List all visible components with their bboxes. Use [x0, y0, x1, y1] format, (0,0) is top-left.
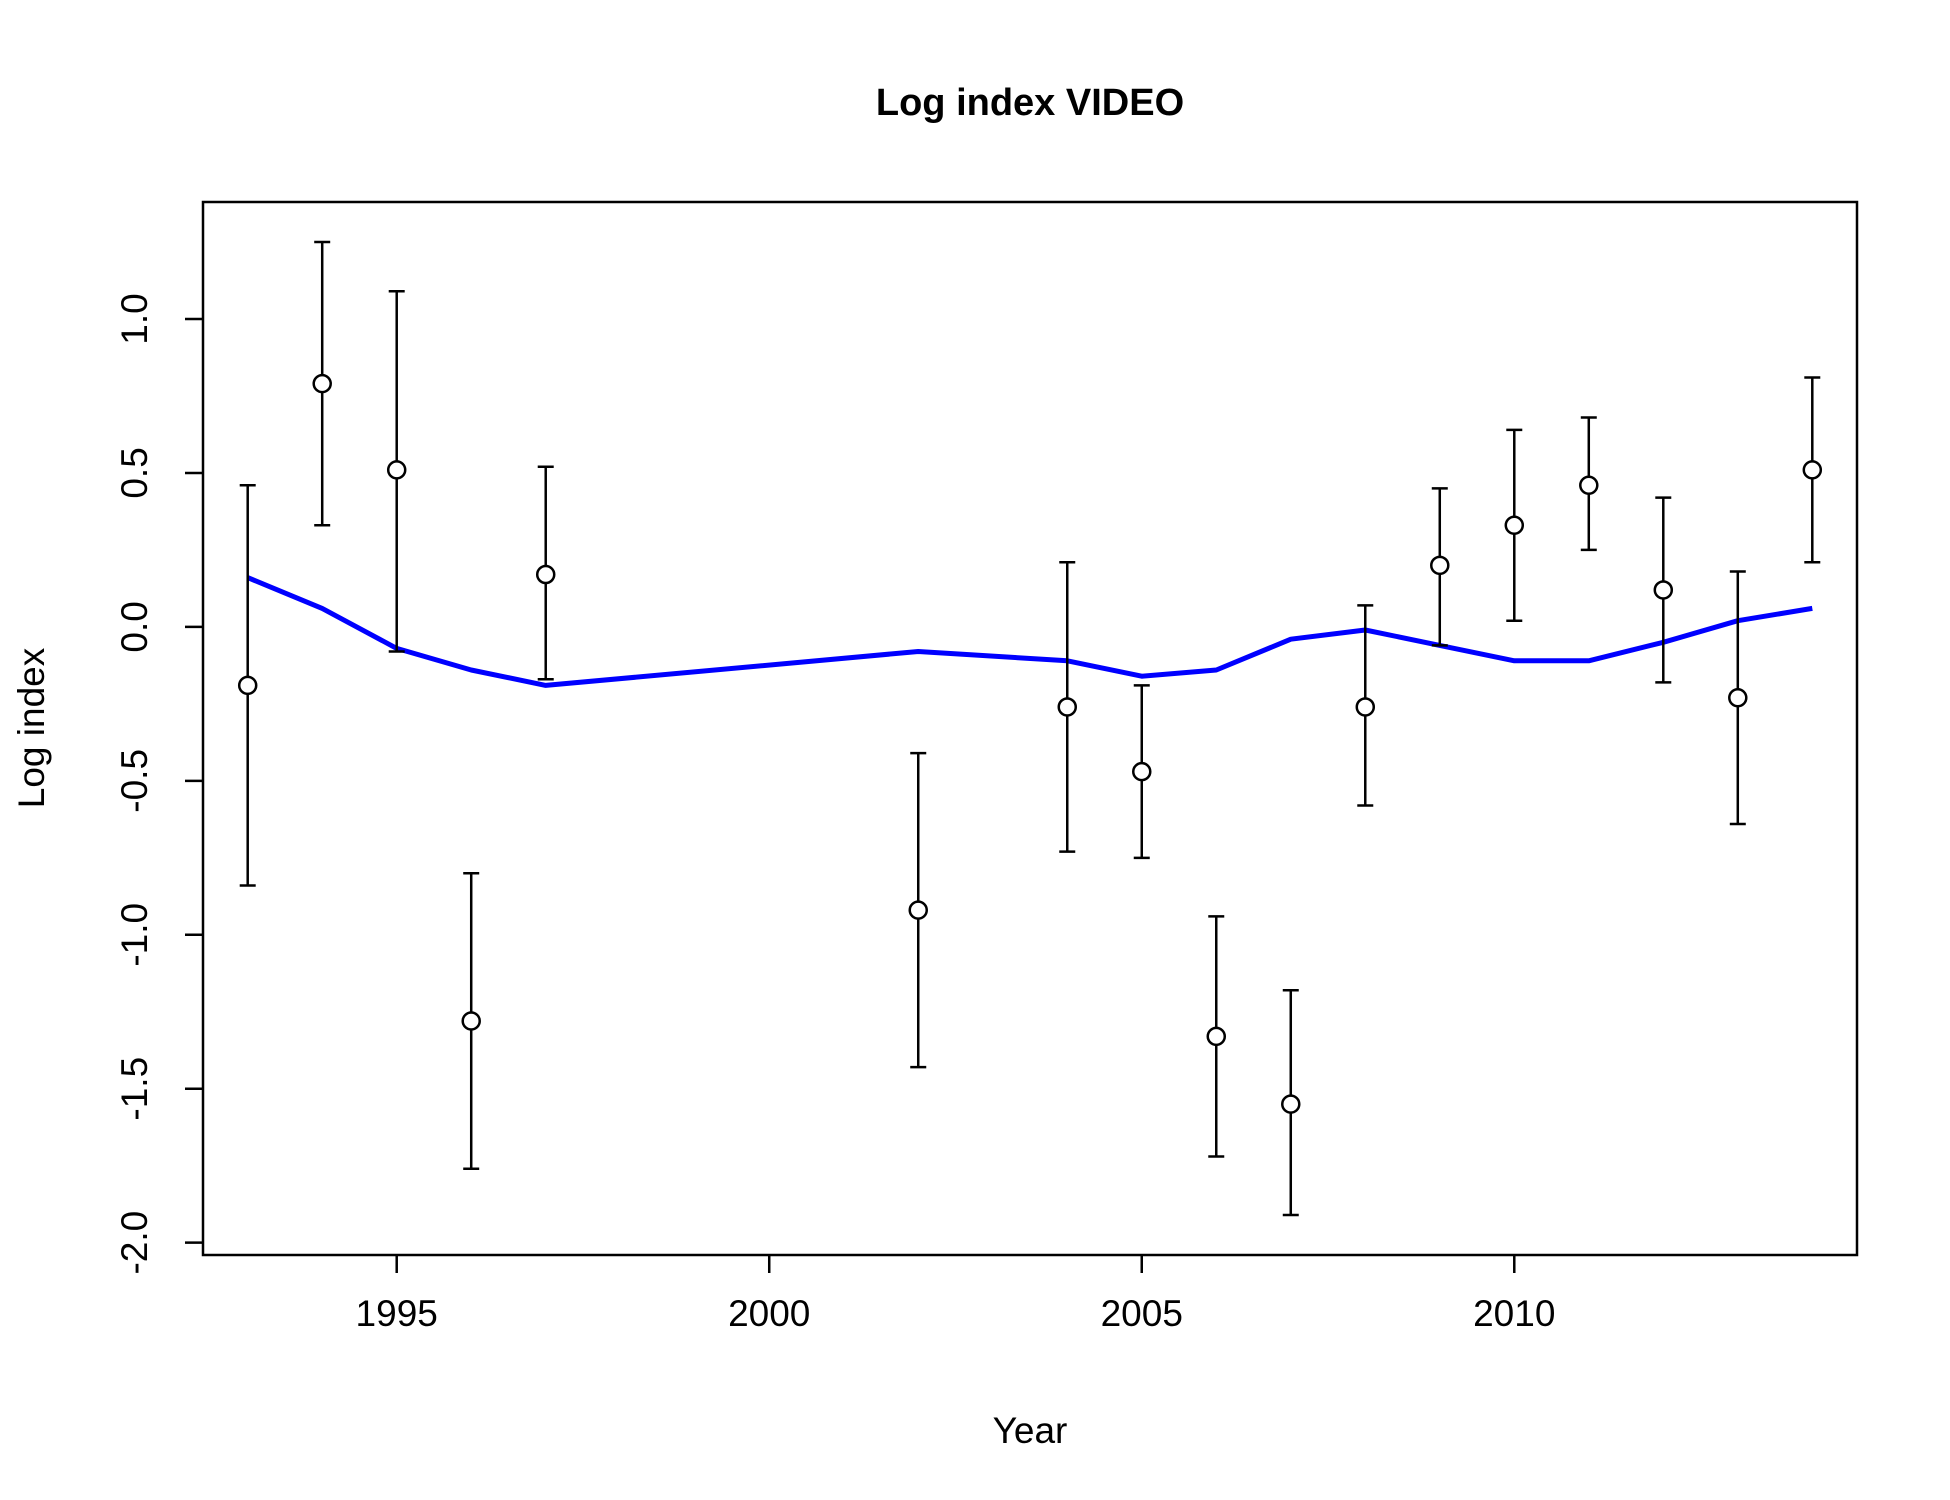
data-point [1355, 697, 1376, 717]
data-point [1281, 1094, 1301, 1114]
data-point [1653, 580, 1674, 600]
data-point [535, 564, 556, 585]
data-point [312, 373, 332, 394]
data-point [1206, 1026, 1227, 1047]
data-point [237, 675, 258, 696]
fitted-line-layer [246, 575, 1813, 688]
data-point [1802, 460, 1823, 480]
fitted-line [246, 575, 1813, 688]
x-tick-label: 2000 [728, 1293, 810, 1334]
data-point [1057, 697, 1078, 717]
y-axis: -2.0 -1.5 -1.0 -0.5 0.0 0.5 1.0 [114, 293, 203, 1275]
observed-points-layer [237, 240, 1823, 1217]
x-tick-label: 1995 [356, 1293, 438, 1334]
x-axis: 1995 2000 2005 2010 [356, 1255, 1555, 1334]
data-point [1579, 475, 1599, 496]
data-point [386, 460, 407, 480]
data-point [461, 1011, 481, 1031]
y-tick-label: -2.0 [114, 1211, 155, 1275]
data-point [1132, 761, 1152, 782]
y-tick-label: 1.0 [114, 293, 155, 344]
data-point [1430, 555, 1450, 576]
data-point [1728, 687, 1748, 708]
y-tick-label: -1.0 [114, 903, 155, 967]
y-tick-label: 0.5 [114, 447, 155, 498]
data-point [908, 900, 928, 920]
plot-frame [201, 200, 1859, 1257]
data-point [1504, 515, 1525, 536]
x-tick-label: 2010 [1473, 1293, 1555, 1334]
y-tick-label: -0.5 [114, 749, 155, 813]
chart-title: Log index VIDEO [876, 82, 1184, 124]
y-axis-label: Log index [11, 647, 52, 808]
y-tick-label: -1.5 [114, 1057, 155, 1121]
y-tick-label: 0.0 [114, 601, 155, 652]
x-tick-label: 2005 [1101, 1293, 1183, 1334]
x-axis-label: Year [993, 1410, 1068, 1451]
